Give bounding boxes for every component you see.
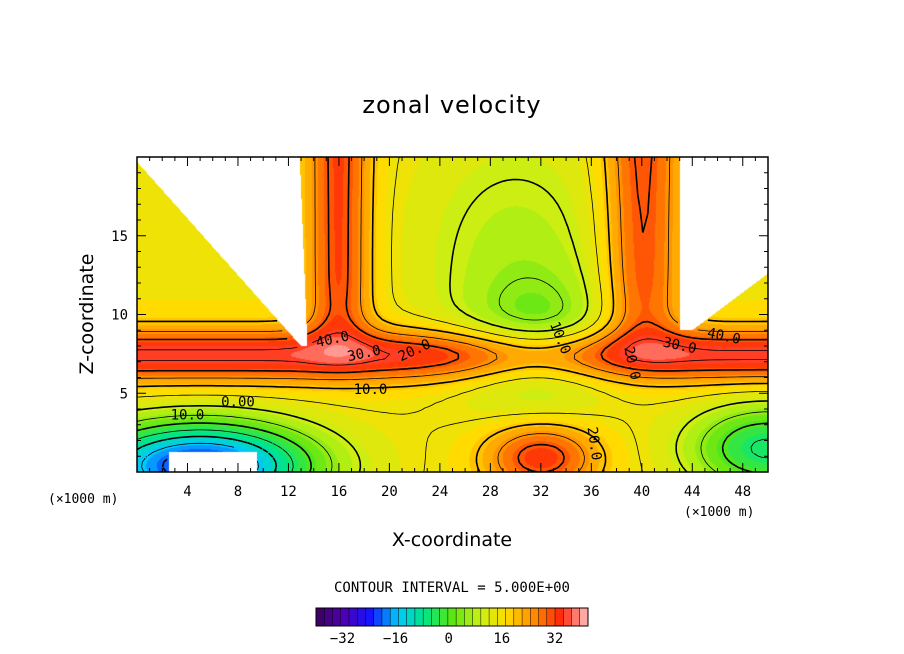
x-tick-label: 12 xyxy=(280,484,297,500)
colorbar-box xyxy=(571,608,581,626)
colorbar-box xyxy=(563,608,572,626)
contour-line xyxy=(137,332,768,366)
colorbar-box xyxy=(530,608,539,626)
colorbar-box xyxy=(555,608,564,626)
colorbar-box xyxy=(316,608,325,626)
colorbar-box xyxy=(348,608,358,626)
x-tick-label: 8 xyxy=(234,484,242,500)
colorbar-box xyxy=(480,608,490,626)
x-tick-label: 40 xyxy=(633,484,650,500)
x-tick-label: 48 xyxy=(734,484,751,500)
y-tick-label: 5 xyxy=(120,386,128,402)
y-axis-label: Z-coordinate xyxy=(76,254,98,375)
contour-label: 10.0 xyxy=(354,382,388,398)
colorbar-box xyxy=(414,608,424,626)
colorbar-tick-label: −16 xyxy=(383,631,408,647)
contour-line xyxy=(137,157,768,472)
colorbar-box xyxy=(464,608,474,626)
contour-label: 30.0 xyxy=(346,343,382,366)
colorbar-box xyxy=(472,608,482,626)
colorbar-box xyxy=(456,608,465,626)
contour-label: 30.0 xyxy=(662,335,698,358)
x-tick-label: 36 xyxy=(583,484,600,500)
colorbar xyxy=(315,607,589,627)
colorbar-box xyxy=(398,608,408,626)
contour-label: 40.0 xyxy=(706,325,742,348)
colorbar-box xyxy=(546,608,556,626)
contour-line xyxy=(137,157,768,472)
colorbar-box xyxy=(357,608,366,626)
x-tick-label: 24 xyxy=(431,484,448,500)
colorbar-tick-label: 16 xyxy=(493,631,510,647)
y-tick-label: 15 xyxy=(111,229,128,245)
colorbar-box xyxy=(373,608,383,626)
colorbar-box xyxy=(423,608,432,626)
colorbar-box xyxy=(390,608,399,626)
contour-label: 0.00 xyxy=(221,395,255,411)
colorbar-box xyxy=(505,608,515,626)
contour-lines xyxy=(137,157,768,472)
contour-label: 40.0 xyxy=(314,328,350,351)
contour-interval: CONTOUR INTERVAL = 5.000E+00 xyxy=(334,580,570,596)
x-tick-label: 16 xyxy=(330,484,347,500)
colorbar-box xyxy=(365,608,375,626)
colorbar-box xyxy=(332,608,342,626)
contour-label: 20.0 xyxy=(584,426,605,462)
colorbar-box xyxy=(439,608,449,626)
x-tick-label: 20 xyxy=(381,484,398,500)
x-axis-label: X-coordinate xyxy=(392,529,512,551)
x-tick-label: 28 xyxy=(482,484,499,500)
x-tick-label: 4 xyxy=(183,484,191,500)
contour-label: 20.0 xyxy=(620,345,643,381)
chart-title: zonal velocity xyxy=(362,91,541,119)
contour-line xyxy=(137,422,768,472)
colorbar-box xyxy=(381,608,391,626)
x-tick-label: 32 xyxy=(532,484,549,500)
y-ticks: 5 10 15 xyxy=(111,172,768,457)
contour-line xyxy=(161,458,168,472)
x-unit-left: (×1000 m) xyxy=(48,492,118,507)
contour-line xyxy=(137,178,768,472)
colorbar-ticks: −32 −16 0 16 32 xyxy=(330,631,563,647)
colorbar-box xyxy=(447,608,457,626)
y-tick-label: 10 xyxy=(111,308,128,324)
x-ticks: 4 8 12 16 20 24 28 32 36 40 44 48 xyxy=(149,157,756,500)
colorbar-box xyxy=(406,608,416,626)
plot-area xyxy=(137,157,768,472)
contour-line xyxy=(137,157,768,472)
colorbar-box xyxy=(340,608,350,626)
contour-line xyxy=(137,429,768,472)
colorbar-box xyxy=(538,608,548,626)
colorbar-box xyxy=(431,608,441,626)
colorbar-box xyxy=(489,608,498,626)
colorbar-box xyxy=(497,608,506,626)
contour-line xyxy=(137,277,768,472)
contour-line xyxy=(137,157,768,472)
x-tick-label: 44 xyxy=(684,484,701,500)
colorbar-tick-label: −32 xyxy=(330,631,355,647)
colorbar-box xyxy=(522,608,531,626)
colorbar-tick-label: 32 xyxy=(546,631,563,647)
colorbar-box xyxy=(324,608,333,626)
x-unit-right: (×1000 m) xyxy=(684,505,754,520)
contour-label: 10.0 xyxy=(171,407,205,423)
contour-line xyxy=(141,442,259,472)
velocity-field xyxy=(137,157,768,472)
colorbar-frame xyxy=(315,607,589,627)
colorbar-box xyxy=(579,608,589,626)
colorbar-box xyxy=(513,608,523,626)
colorbar-tick-label: 0 xyxy=(444,631,452,647)
